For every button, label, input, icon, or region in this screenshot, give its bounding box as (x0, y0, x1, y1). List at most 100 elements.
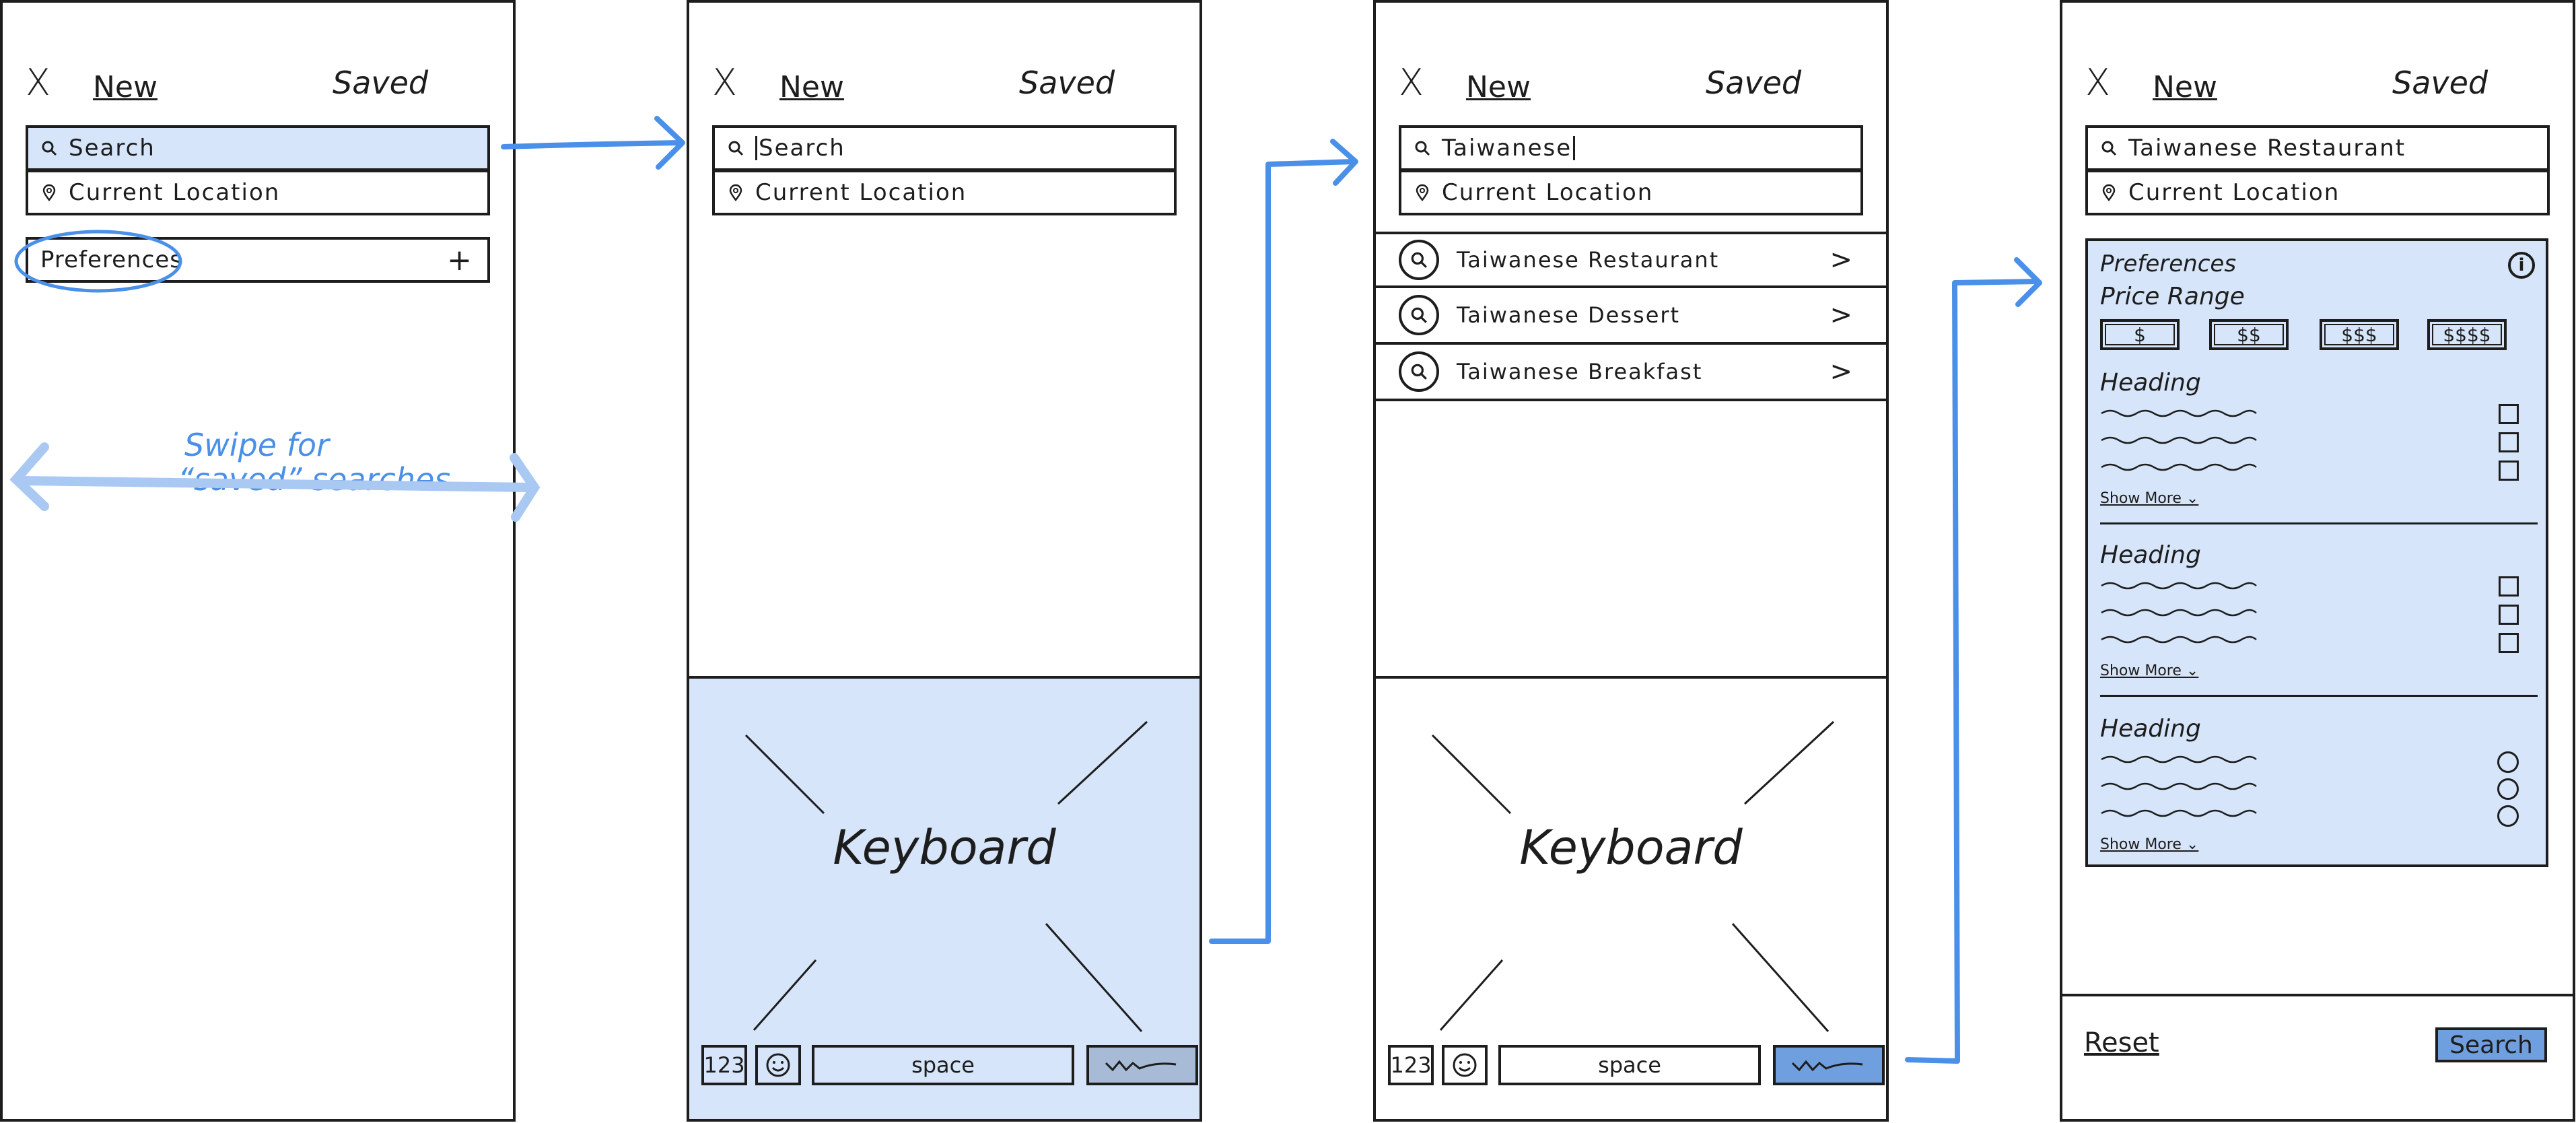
tab-new[interactable]: New (779, 70, 844, 104)
search-placeholder: Search (69, 135, 155, 162)
placeholder-text-line (2101, 582, 2257, 590)
tab-new[interactable]: New (2153, 70, 2217, 104)
search-input[interactable]: Taiwanese Restaurant (2085, 125, 2550, 171)
annotation-line-1: Swipe for (184, 427, 329, 463)
screen-2: X New Saved Search Current Location Keyb… (687, 0, 1202, 1122)
suggestion-label: Taiwanese Dessert (1457, 302, 1681, 328)
location-pin-icon (729, 184, 742, 201)
search-icon (728, 141, 744, 156)
smiley-icon (766, 1053, 790, 1077)
location-input[interactable]: Current Location (2085, 170, 2550, 215)
search-input[interactable]: Taiwanese (1399, 125, 1863, 171)
checkbox[interactable] (2499, 461, 2519, 481)
location-input[interactable]: Current Location (712, 170, 1177, 215)
show-more-link[interactable]: Show More ⌄ (2100, 662, 2199, 679)
section-heading: Heading (2100, 541, 2201, 569)
price-option-4[interactable]: $$$$ (2427, 319, 2507, 350)
arrow-screen1-to-screen2 (501, 116, 685, 170)
tab-new[interactable]: New (1466, 70, 1531, 104)
tab-saved[interactable]: Saved (333, 65, 429, 101)
keyboard-placeholder-lines (1431, 720, 1835, 1032)
tab-saved[interactable]: Saved (1019, 65, 1115, 101)
suggestion-label: Taiwanese Restaurant (1457, 247, 1720, 273)
keyboard-label: Keyboard (833, 820, 1056, 875)
price-option-2[interactable]: $$ (2209, 319, 2289, 350)
show-more-link[interactable]: Show More ⌄ (2100, 490, 2199, 507)
return-key[interactable] (1086, 1045, 1198, 1085)
chevron-right-icon: > (1830, 356, 1854, 387)
keyboard-area[interactable]: Keyboard 123 space (1376, 676, 1886, 1119)
checkbox[interactable] (2499, 432, 2519, 452)
filter-section: Heading Show More ⌄ (2100, 715, 2538, 870)
numbers-key[interactable]: 123 (701, 1045, 747, 1085)
location-pin-icon (1416, 184, 1429, 201)
section-heading: Heading (2100, 715, 2201, 743)
checkbox[interactable] (2499, 605, 2519, 625)
location-label: Current Location (2128, 179, 2340, 206)
search-button[interactable]: Search (2435, 1027, 2547, 1062)
tab-new[interactable]: New (93, 70, 158, 104)
location-input[interactable]: Current Location (26, 170, 490, 215)
screen-4: X New Saved Taiwanese Restaurant Current… (2060, 0, 2575, 1122)
placeholder-text-line (2101, 636, 2257, 644)
close-button[interactable]: X (26, 61, 50, 104)
placeholder-text-line (2101, 755, 2257, 763)
section-heading: Heading (2100, 369, 2201, 397)
emoji-key[interactable] (755, 1045, 801, 1085)
numbers-key[interactable]: 123 (1388, 1045, 1434, 1085)
price-option-1[interactable]: $ (2100, 319, 2180, 350)
price-option-3[interactable]: $$$ (2320, 319, 2399, 350)
location-label: Current Location (755, 179, 967, 206)
screen-3: X New Saved Taiwanese Current Location T… (1373, 0, 1889, 1122)
search-value: Taiwanese (1442, 135, 1572, 162)
section-divider (2100, 695, 2538, 697)
placeholder-text-line (2101, 436, 2257, 444)
add-preferences-button[interactable]: + (447, 242, 473, 277)
search-value: Taiwanese Restaurant (2128, 135, 2406, 162)
keyboard-area[interactable]: Keyboard 123 space (689, 676, 1199, 1119)
close-button[interactable]: X (2085, 61, 2110, 104)
reset-button[interactable]: Reset (2084, 1027, 2159, 1058)
location-label: Current Location (69, 179, 281, 206)
radio-button[interactable] (2497, 751, 2519, 773)
space-key[interactable]: space (1498, 1045, 1761, 1085)
space-key[interactable]: space (812, 1045, 1074, 1085)
preferences-panel: Preferences i Price Range $ $$ $$$ $$$$ … (2085, 238, 2548, 867)
search-icon (1399, 351, 1439, 392)
placeholder-text-line (2101, 609, 2257, 617)
location-label: Current Location (1442, 179, 1654, 206)
squiggle-icon (1105, 1060, 1177, 1072)
checkbox[interactable] (2499, 633, 2519, 653)
keyboard-placeholder-lines (744, 720, 1148, 1032)
preferences-title: Preferences (2100, 250, 2237, 277)
tab-saved[interactable]: Saved (1706, 65, 1802, 101)
search-input[interactable]: Search (712, 125, 1177, 171)
close-button[interactable]: X (1399, 61, 1424, 104)
chevron-right-icon: > (1830, 244, 1854, 275)
filter-section: Heading Show More ⌄ (2100, 541, 2538, 696)
suggestion-item[interactable]: Taiwanese Restaurant > (1376, 232, 1886, 288)
preferences-row[interactable]: Preferences + (26, 237, 490, 283)
placeholder-text-line (2101, 409, 2257, 417)
tab-saved[interactable]: Saved (2392, 65, 2488, 101)
emoji-key[interactable] (1442, 1045, 1488, 1085)
show-more-link[interactable]: Show More ⌄ (2100, 836, 2199, 853)
checkbox[interactable] (2499, 576, 2519, 597)
search-placeholder: Search (759, 135, 845, 162)
search-input[interactable]: Search (26, 125, 490, 171)
radio-button[interactable] (2497, 778, 2519, 800)
annotation-line-2: “saved” searches (178, 461, 451, 498)
checkbox[interactable] (2499, 404, 2519, 424)
return-key[interactable] (1773, 1045, 1885, 1085)
suggestion-label: Taiwanese Breakfast (1457, 359, 1703, 384)
radio-button[interactable] (2497, 805, 2519, 827)
placeholder-text-line (2101, 782, 2257, 790)
suggestion-item[interactable]: Taiwanese Breakfast > (1376, 345, 1886, 401)
location-input[interactable]: Current Location (1399, 170, 1863, 215)
info-icon[interactable]: i (2508, 252, 2535, 279)
search-icon (2101, 141, 2117, 156)
placeholder-text-line (2101, 463, 2257, 471)
suggestion-item[interactable]: Taiwanese Dessert > (1376, 288, 1886, 345)
text-cursor (755, 136, 757, 160)
close-button[interactable]: X (712, 61, 737, 104)
